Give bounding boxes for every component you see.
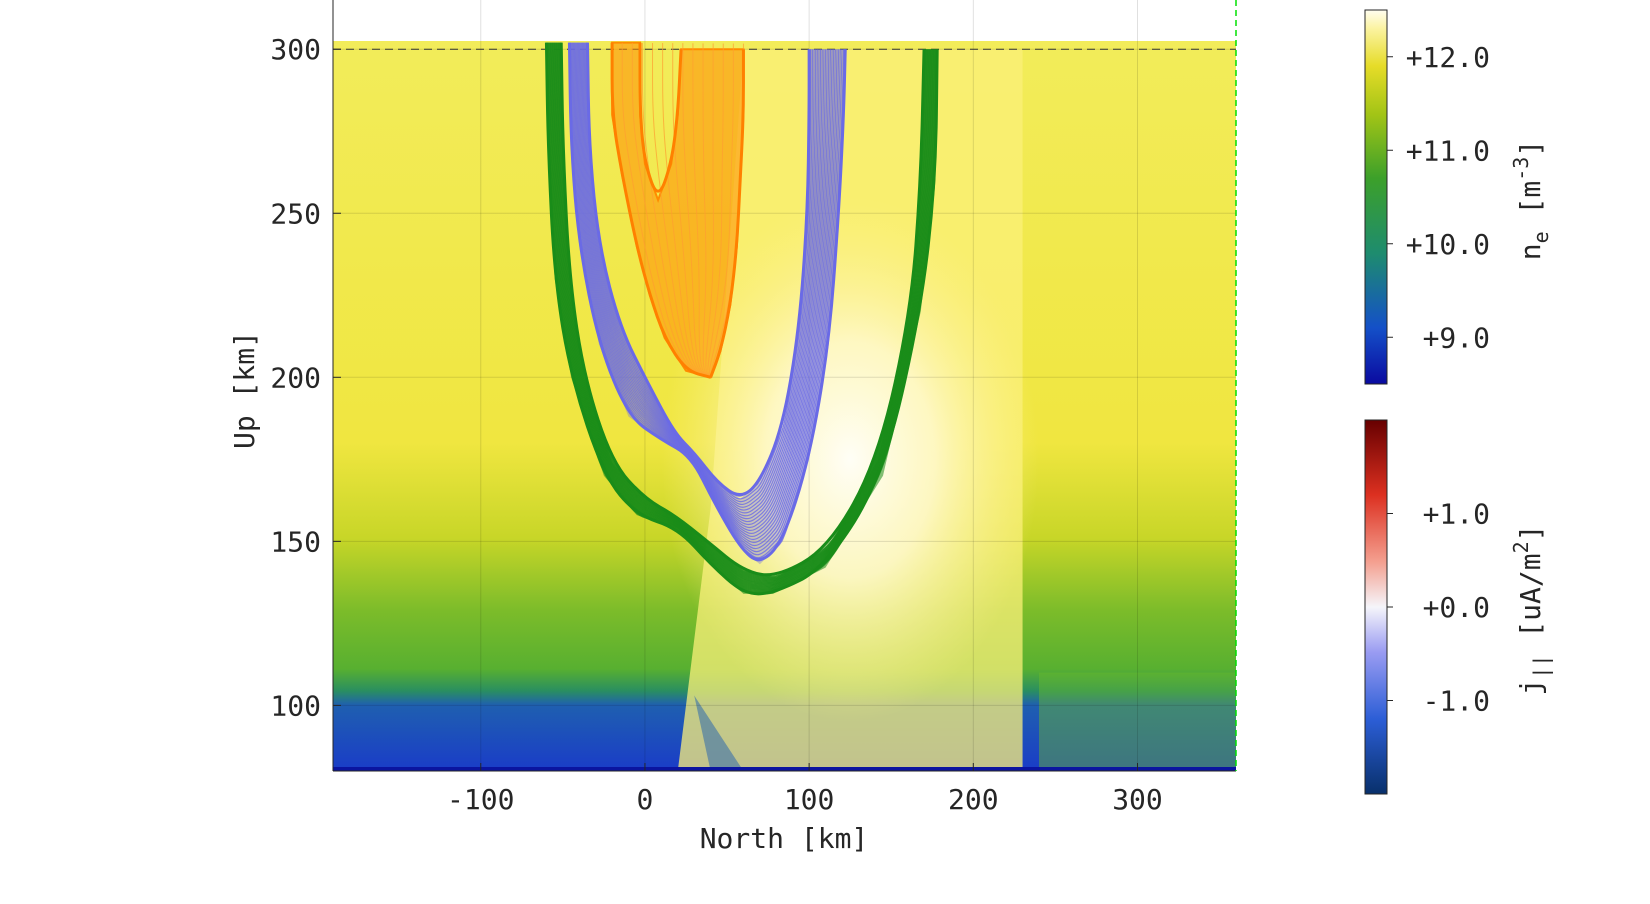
field-line <box>573 42 836 544</box>
field-line <box>631 42 711 378</box>
axes: -100 0 100 200 300 100 150 200 250 300 <box>270 0 1237 816</box>
current-colorbar-label: j|| [uA/m2] <box>1509 524 1553 695</box>
colorbar-tick-label: +0.0 <box>1423 591 1490 624</box>
y-tick-label: 200 <box>270 361 321 394</box>
colorbar-tick-label: -1.0 <box>1423 685 1490 718</box>
field-line <box>576 42 832 535</box>
field-line-bundle-fill <box>569 42 846 565</box>
current-label-main: j <box>1514 679 1547 696</box>
bundle-edge <box>638 42 683 193</box>
field-line <box>682 43 711 378</box>
field-line <box>581 42 820 514</box>
y-tick-label: 300 <box>270 33 321 66</box>
field-line <box>583 42 817 508</box>
field-line <box>641 42 711 378</box>
density-label-sub: e <box>1529 231 1553 243</box>
field-line <box>652 42 711 378</box>
density-colorbar: +9.0 +10.0 +11.0 +12.0 <box>1364 9 1490 385</box>
bundle-edge <box>610 42 712 379</box>
field-line <box>584 42 815 506</box>
field-line <box>578 42 827 526</box>
field-line-bundle-2 <box>567 42 847 565</box>
field-line <box>577 42 828 529</box>
field-line-bundle-1 <box>610 41 745 379</box>
bottom-edge-band <box>333 767 1236 771</box>
x-tick-label: 200 <box>948 783 999 816</box>
density-label-unit: [m <box>1514 181 1547 215</box>
field-line <box>575 42 833 538</box>
y-tick-label: 250 <box>270 197 321 230</box>
x-tick-label: -100 <box>447 783 514 816</box>
colorbar-tick-label: +12.0 <box>1406 41 1490 74</box>
field-line <box>621 42 711 378</box>
colorbar-tick-label: +10.0 <box>1406 228 1490 261</box>
field-line <box>574 42 835 541</box>
field-line <box>577 42 830 532</box>
bundle-edge <box>709 49 745 378</box>
density-label-unit-sup: -3 <box>1509 157 1533 181</box>
field-line-bundles <box>544 41 939 596</box>
x-tick-label: 0 <box>637 783 654 816</box>
low-density-band <box>694 695 744 771</box>
y-tick-label: 100 <box>270 689 321 722</box>
east-band <box>1038 672 1236 771</box>
y-axis-label: Up [km] <box>228 331 261 449</box>
field-line <box>572 42 838 547</box>
bundle-edge <box>585 42 811 497</box>
density-label-unit-post: ] <box>1514 140 1547 157</box>
field-line <box>707 43 724 378</box>
field-line <box>581 42 822 517</box>
y-tick-label: 150 <box>270 525 321 558</box>
x-tick-label: 300 <box>1112 783 1163 816</box>
field-line <box>580 42 823 520</box>
density-label-main: n <box>1514 243 1547 260</box>
field-line <box>702 43 711 378</box>
current-label-unit-sup: 2 <box>1509 541 1533 553</box>
current-colorbar: -1.0 +0.0 +1.0 <box>1364 419 1490 795</box>
x-tick-label: 100 <box>784 783 835 816</box>
colorbar-gradient <box>1364 9 1388 385</box>
density-colorbar-label: ne [m-3] <box>1509 140 1553 260</box>
colorbar-tick-label: +11.0 <box>1406 134 1490 167</box>
field-line <box>662 43 711 378</box>
x-axis-label: North [km] <box>700 822 869 855</box>
field-line <box>672 43 711 378</box>
current-label-unit-post: ] <box>1514 524 1547 541</box>
density-heatmap <box>333 41 1236 771</box>
field-line <box>705 43 714 378</box>
field-line <box>579 42 825 523</box>
colorbar-tick-label: +9.0 <box>1423 321 1490 354</box>
bundle-edge <box>544 42 939 596</box>
field-line <box>708 43 734 378</box>
field-line <box>585 42 814 503</box>
colorbar-gradient <box>1364 419 1388 795</box>
field-line-bundle-3 <box>544 42 939 596</box>
colorbar-tick-label: +1.0 <box>1423 498 1490 531</box>
current-label-unit: [uA/m <box>1514 553 1547 637</box>
field-line <box>692 43 711 378</box>
current-label-sub: || <box>1529 655 1553 679</box>
field-line <box>582 42 818 511</box>
bundle-edge <box>559 42 926 577</box>
bundle-edge <box>567 42 847 561</box>
